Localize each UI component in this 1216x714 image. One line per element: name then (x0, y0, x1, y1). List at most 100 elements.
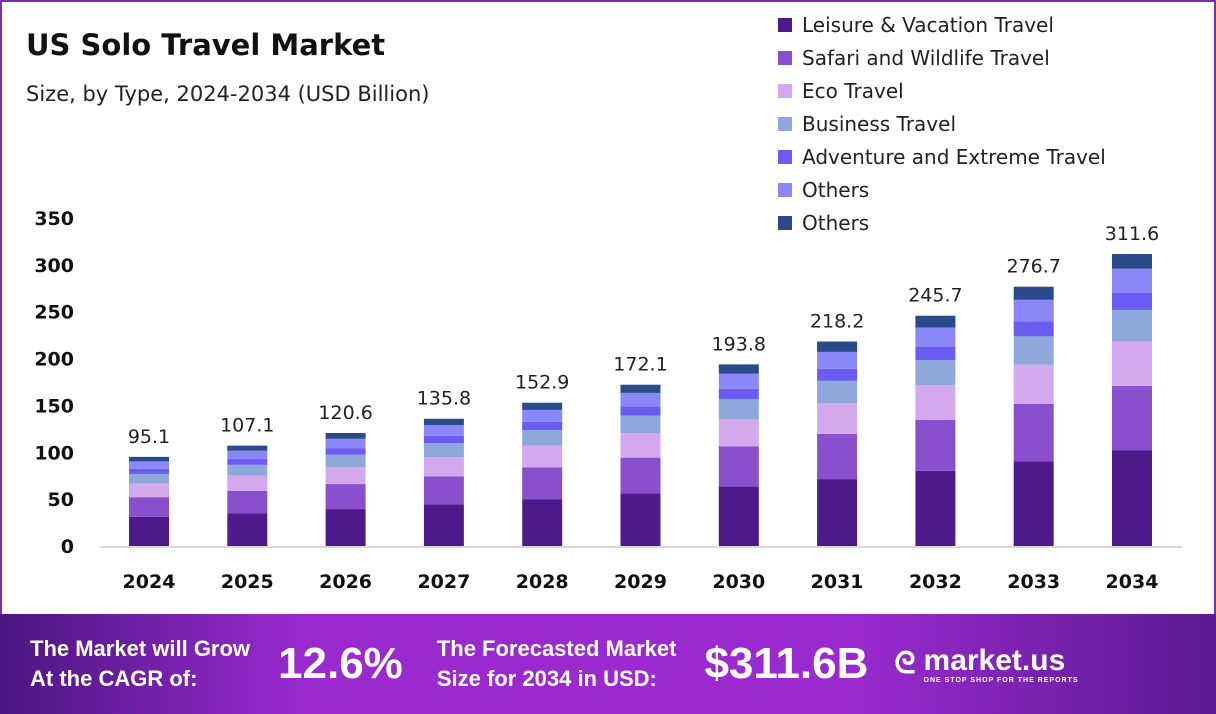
bar-segment (1013, 461, 1054, 546)
y-tick-label: 100 (34, 442, 74, 464)
bar-segment (1112, 385, 1152, 451)
logo-name: market.us (923, 643, 1066, 677)
x-tick-label: 2029 (614, 571, 667, 593)
bar-segment (1112, 309, 1152, 342)
bar-segment (522, 499, 563, 546)
bar-segment (817, 403, 858, 434)
bar-segment (325, 454, 366, 467)
total-label: 245.7 (908, 285, 962, 307)
logo: ᘓ market.us ONE STOP SHOP FOR THE REPORTS (894, 643, 1079, 684)
bar-segment (620, 392, 661, 407)
y-tick-label: 350 (34, 208, 74, 230)
chart-title: US Solo Travel Market (26, 28, 386, 62)
legend-swatch (778, 182, 792, 197)
bar-segment (129, 456, 169, 462)
cagr-label-line: The Market will Grow (30, 636, 251, 661)
bar-segment (227, 445, 268, 451)
bar-segment (915, 327, 956, 347)
bar-segment (522, 445, 563, 468)
bar-segment (817, 433, 858, 480)
legend-swatch (778, 149, 792, 164)
bar-segment (817, 351, 858, 369)
bar-segment (1013, 299, 1054, 322)
bar-segment (718, 486, 759, 546)
bar-segment (522, 467, 563, 500)
bar-segment (522, 402, 563, 410)
bar-segment (129, 483, 169, 498)
forecast-value: $311.6B (704, 639, 869, 688)
bar-segment (817, 380, 858, 404)
legend-item: Eco Travel (778, 74, 1106, 107)
chart-plot: 0 50 100 150 200 250 300 350 95.1 2024 107.1 2025 12… (34, 208, 1182, 593)
total-label: 107.1 (220, 415, 274, 437)
cagr-label: The Market will Grow At the CAGR of: (30, 634, 250, 694)
bar-segment (718, 364, 759, 374)
bar-segment (1112, 268, 1152, 293)
bar-segment (325, 509, 366, 546)
legend-label: Safari and Wildlife Travel (802, 45, 1050, 70)
bar-segment (129, 497, 169, 517)
bar-segment (620, 415, 661, 434)
legend-label: Eco Travel (802, 78, 904, 103)
total-label: 172.1 (613, 354, 667, 376)
legend-item: Safari and Wildlife Travel (778, 41, 1106, 74)
bar-segment (325, 466, 366, 485)
x-tick-label: 2025 (221, 571, 274, 593)
legend-label: Leisure & Vacation Travel (802, 12, 1054, 37)
bar-segment (915, 470, 956, 546)
legend-label: Business Travel (802, 111, 957, 136)
logo-tagline: ONE STOP SHOP FOR THE REPORTS (923, 676, 1079, 684)
bar-segment (227, 490, 268, 514)
total-label: 311.6 (1105, 223, 1159, 245)
bar-segment (129, 461, 169, 469)
x-tick-label: 2030 (712, 571, 765, 593)
x-tick-label: 2031 (811, 571, 864, 593)
bar-segment (620, 406, 661, 416)
legend-swatch (778, 17, 792, 32)
bar-segment (423, 443, 464, 458)
bar-segment (423, 504, 464, 546)
bar-segment (915, 346, 956, 360)
x-tick-label: 2034 (1106, 571, 1159, 593)
bar-segment (817, 479, 858, 546)
bar-segment (1112, 253, 1152, 269)
total-label: 152.9 (515, 372, 569, 394)
bar-segment (1013, 403, 1054, 462)
bar-segment (817, 368, 858, 381)
bar-segment (522, 430, 563, 446)
bar-segment (718, 446, 759, 487)
y-tick-label: 200 (34, 349, 74, 371)
bar-segment (1013, 364, 1054, 404)
bar-segment (915, 419, 956, 471)
bar-segment (817, 341, 858, 352)
legend-item: Others (778, 206, 1106, 239)
bar-segment (423, 435, 464, 444)
bar-segment (1013, 321, 1054, 337)
bar-segment (129, 468, 169, 474)
legend-label: Others (802, 177, 870, 202)
legend: Leisure & Vacation Travel Safari and Wild… (778, 8, 1106, 239)
x-tick-label: 2026 (319, 571, 372, 593)
legend-swatch (778, 83, 792, 98)
bar-segment (718, 388, 759, 400)
total-label: 193.8 (712, 333, 766, 355)
bar-segment (915, 359, 956, 386)
bar-segment (325, 438, 366, 449)
bar-segment (129, 516, 169, 546)
total-label: 276.7 (1006, 256, 1060, 278)
legend-item: Business Travel (778, 107, 1106, 140)
legend-swatch (778, 50, 792, 65)
bar-segment (227, 450, 268, 460)
bar-segment (325, 448, 366, 455)
bar-segment (522, 409, 563, 422)
bar-segment (620, 457, 661, 494)
banner: The Market will Grow At the CAGR of: 12.6… (0, 614, 1216, 714)
legend-item: Adventure and Extreme Travel (778, 140, 1106, 173)
y-tick-label: 50 (48, 489, 74, 511)
legend-label: Adventure and Extreme Travel (802, 144, 1106, 169)
x-tick-label: 2028 (516, 571, 569, 593)
bar-segment (423, 457, 464, 477)
bar-segment (129, 473, 169, 484)
bar-segment (522, 421, 563, 431)
